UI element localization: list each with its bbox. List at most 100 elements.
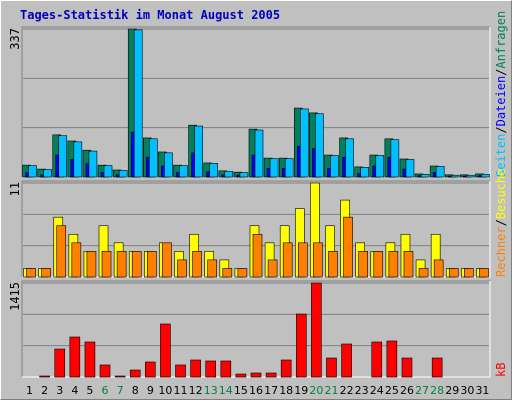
bar [39,375,50,378]
bar [162,242,172,278]
bar [330,155,339,178]
bar [222,268,233,278]
bar [479,268,489,278]
bar [481,174,490,178]
bar [26,268,36,278]
bar [149,138,158,178]
legend-entry: kB [494,363,508,377]
bar [116,251,127,278]
bar [207,259,218,278]
legend-entry: Besuche [494,169,508,220]
x-tick-label: 13 [204,384,218,397]
x-tick-label: 30 [460,384,474,397]
bar [373,251,384,278]
bar [58,135,68,178]
plot-border [21,26,490,177]
bar [237,268,248,278]
bar [88,150,98,178]
bar [345,138,354,178]
bar [341,343,352,378]
bar [254,129,264,178]
bar [375,155,385,178]
legend-separator: / [494,126,508,133]
bar [265,372,277,378]
plot-border [21,180,490,277]
bar [164,152,173,178]
bar [103,165,113,178]
x-tick-label: 18 [279,384,293,397]
bar [358,251,368,278]
bar [401,357,413,378]
x-tick-label: 16 [249,384,263,397]
x-tick-label: 2 [41,384,48,397]
bar [269,158,279,178]
bar [224,170,234,178]
bar [299,108,309,178]
bar [315,113,324,178]
x-tick-label: 3 [56,384,63,397]
bar [405,159,415,178]
x-tick-label: 14 [219,384,233,397]
bar [280,359,292,378]
bar [28,165,37,178]
bar [371,341,383,378]
bar [129,369,141,378]
x-tick-label: 1 [26,384,33,397]
x-tick-label: 26 [400,384,414,397]
x-tick-label: 31 [475,384,489,397]
bar [450,174,460,178]
bar [267,259,278,278]
x-tick-label: 21 [324,384,338,397]
bar [114,375,126,378]
bar [466,174,475,178]
bar [311,282,322,378]
bar [179,165,188,178]
bar [282,242,293,278]
bar [403,251,414,278]
bar [205,360,217,378]
x-tick-label: 12 [189,384,203,397]
bar [431,357,443,378]
legend-entry: Seiten [494,134,508,177]
x-tick-label: 15 [234,384,248,397]
bar [418,268,429,278]
bar [326,357,337,378]
x-tick-label: 20 [309,384,323,397]
bar [131,251,142,278]
bar [420,174,430,178]
x-tick-label: 25 [385,384,399,397]
x-tick-label: 23 [355,384,369,397]
bar [343,216,353,278]
bar [435,166,445,178]
bar [192,251,202,278]
bar [43,169,52,178]
bar [118,170,128,178]
bar [84,341,96,378]
y-tick-label: 337 [8,28,22,50]
bar [328,251,338,278]
bar [360,167,369,178]
x-tick-label: 17 [264,384,278,397]
bar [209,163,219,178]
bar [388,251,399,278]
x-tick-label: 28 [430,384,444,397]
bar [284,158,294,178]
bar [145,361,156,378]
bar [41,268,51,278]
x-tick-label: 6 [102,384,109,397]
bar [190,359,201,378]
bar [464,268,474,278]
bar [133,29,143,178]
bar [175,364,186,378]
bar [71,242,82,278]
x-tick-label: 5 [86,384,93,397]
bar [386,340,398,378]
bar [73,141,83,178]
legend: kB [494,363,508,377]
legend-separator: / [494,69,508,76]
x-tick-label: 27 [415,384,429,397]
bar [250,372,262,378]
bar [86,251,97,278]
legend: Seiten/Dateien/Anfragen [494,11,508,177]
